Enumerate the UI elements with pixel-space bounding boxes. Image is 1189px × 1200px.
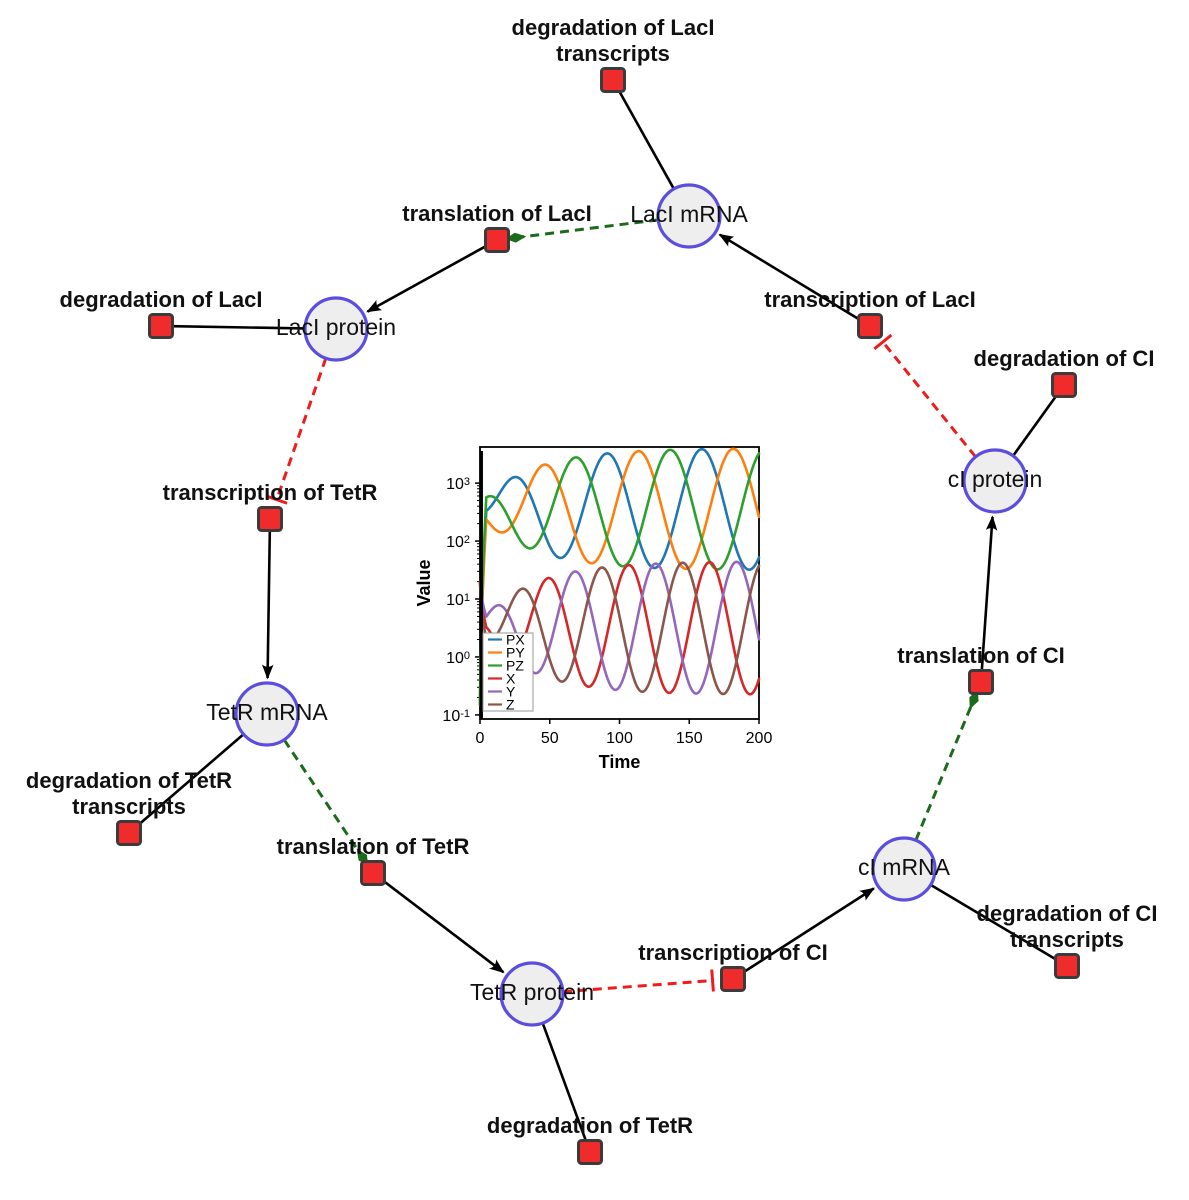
svg-text:Value: Value [414,559,434,606]
svg-text:102: 102 [446,534,470,551]
svg-text:Z: Z [506,697,515,713]
svg-text:100: 100 [606,730,633,747]
svg-text:100: 100 [446,650,470,667]
svg-text:101: 101 [446,592,470,609]
svg-text:Time: Time [599,752,641,772]
svg-text:200: 200 [746,730,773,747]
svg-text:150: 150 [676,730,703,747]
svg-text:103: 103 [446,476,470,493]
svg-text:50: 50 [541,730,559,747]
svg-text:10-1: 10-1 [442,708,470,725]
svg-text:0: 0 [476,730,485,747]
